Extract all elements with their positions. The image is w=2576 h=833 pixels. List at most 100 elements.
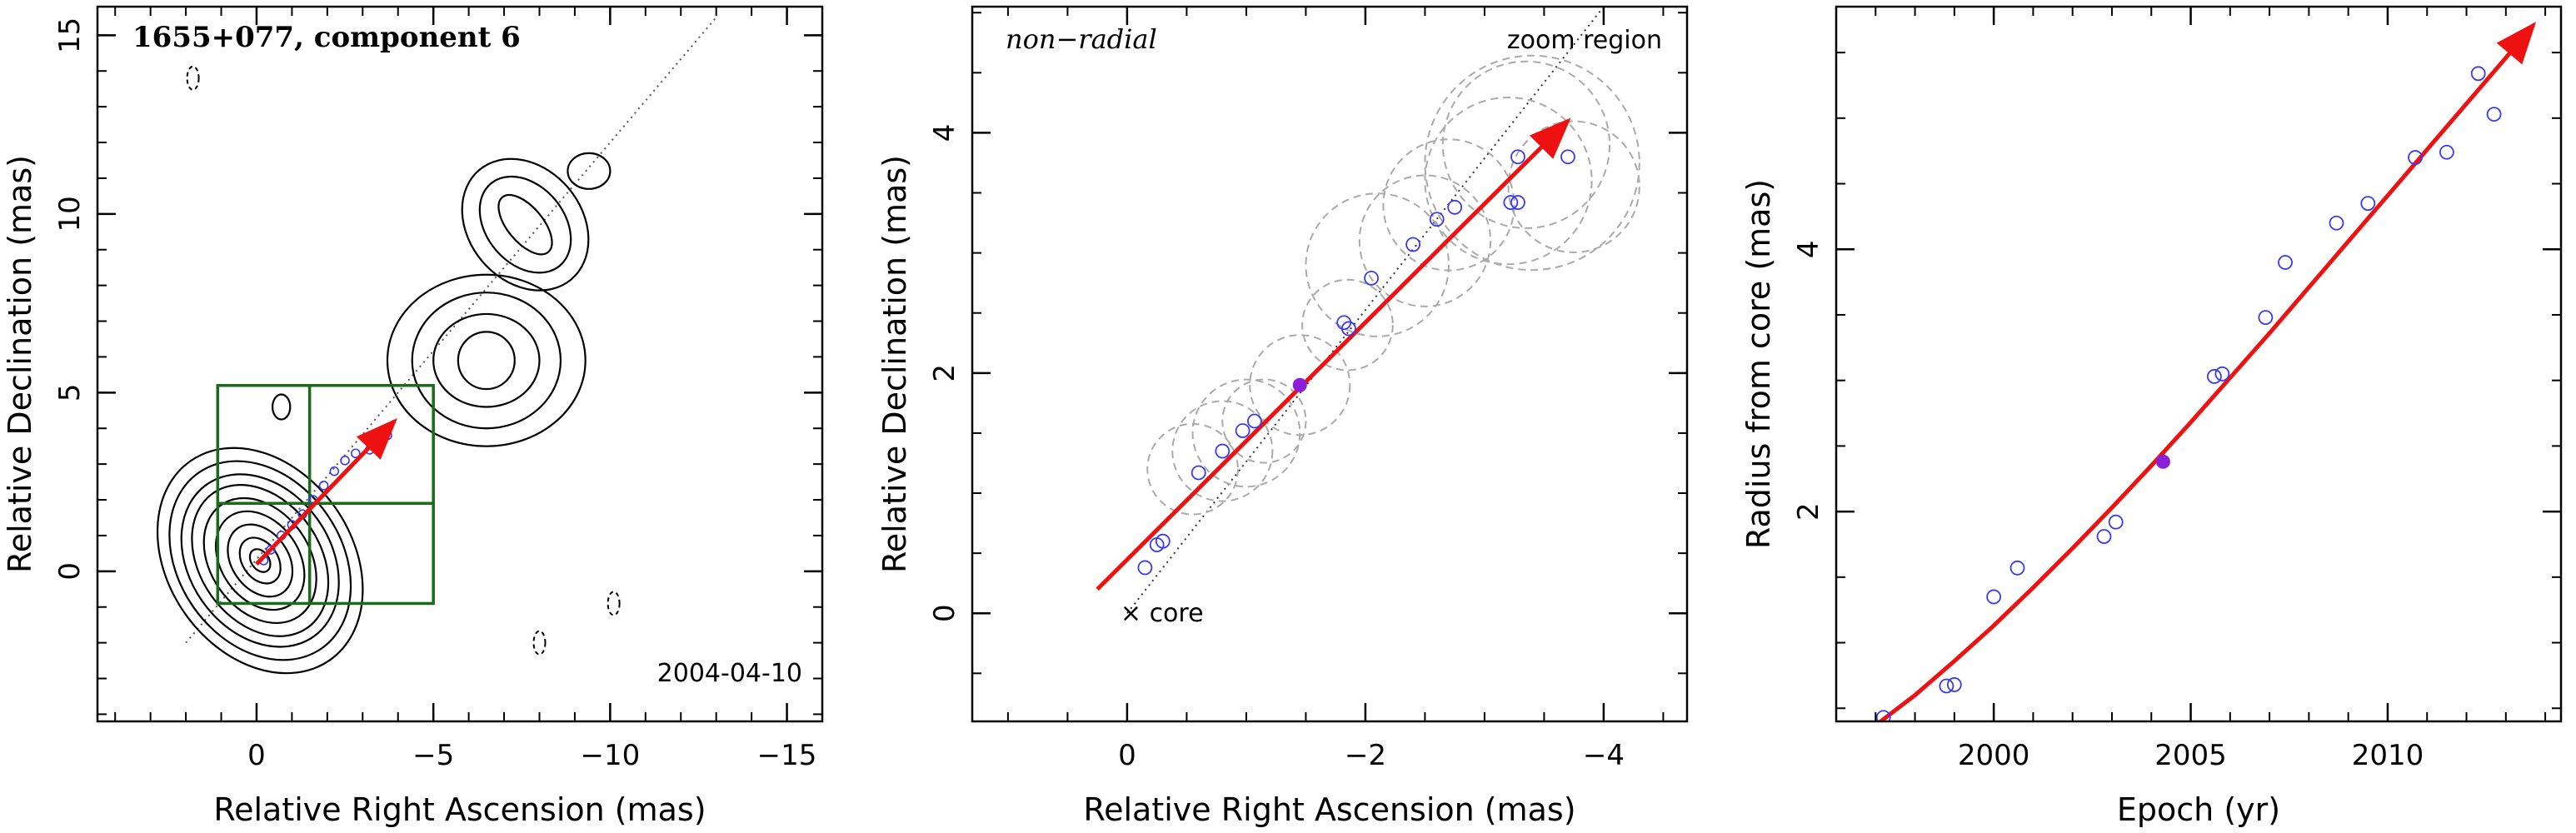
panel1-frame xyxy=(96,5,824,723)
fwhm-circle xyxy=(1221,378,1307,464)
component-point xyxy=(340,456,350,466)
epoch-point xyxy=(2408,150,2423,165)
epoch-point xyxy=(2096,529,2112,544)
velocity-arrow xyxy=(255,418,397,566)
jet-axis-line xyxy=(185,17,717,644)
panel2-ylabel: Relative Declination (mas) xyxy=(876,155,913,573)
contour-line xyxy=(168,460,352,661)
panel1-xlabel: Relative Right Ascension (mas) xyxy=(213,791,706,828)
epoch-point xyxy=(2258,310,2274,326)
component-point xyxy=(1155,533,1171,549)
fwhm-circle xyxy=(1441,60,1611,229)
panel2-frame xyxy=(971,5,1689,723)
epoch-point xyxy=(2207,369,2222,384)
panel2-title: non−radial xyxy=(1006,23,1157,55)
panel3-xtick-label: 2010 xyxy=(2352,739,2424,772)
fwhm-circle xyxy=(1171,400,1274,502)
negative-contour xyxy=(186,65,200,91)
panel3-frame xyxy=(1835,5,2563,723)
panel1-plot-area xyxy=(156,17,717,675)
contour-line xyxy=(202,496,317,625)
component-point xyxy=(1247,413,1262,429)
panel3-xtick-label: 2000 xyxy=(1958,739,2030,772)
panel1-ytick-label: 5 xyxy=(53,383,87,402)
panel3-plot-area xyxy=(1875,22,2537,721)
panel1-title: 1655+077, component 6 xyxy=(132,21,521,54)
component-point xyxy=(1215,443,1231,459)
component-point xyxy=(318,481,329,491)
component-point xyxy=(1364,270,1379,286)
panel2-xtick-label: −2 xyxy=(1345,739,1386,772)
fwhm-circle xyxy=(1305,192,1450,337)
epoch-point xyxy=(1875,710,1891,721)
fwhm-circle xyxy=(1424,96,1593,266)
highlight-point xyxy=(2155,454,2170,469)
component-point xyxy=(1510,149,1525,165)
epoch-point xyxy=(2278,255,2293,270)
epoch-point xyxy=(2360,196,2376,212)
panel1-date-label: 2004-04-10 xyxy=(657,659,802,688)
fwhm-circle xyxy=(1424,54,1640,272)
panel1-xtick-label: −15 xyxy=(757,739,817,772)
epoch-point xyxy=(1946,677,1962,692)
panel2-xtick-label: −4 xyxy=(1583,739,1625,772)
epoch-point xyxy=(2329,215,2344,231)
fwhm-circle xyxy=(1507,120,1640,253)
fwhm-circle xyxy=(1249,334,1351,436)
contour-line xyxy=(156,446,364,675)
panel3-ytick-label: 4 xyxy=(1792,240,1825,258)
jet-axis-line xyxy=(1126,7,1605,614)
panel1-xtick-label: −5 xyxy=(412,739,454,772)
panel1-ytick-label: 15 xyxy=(53,17,87,53)
panel1-ytick-label: 0 xyxy=(53,562,87,581)
contour-line xyxy=(386,273,587,447)
velocity-arrow xyxy=(1096,117,1571,591)
epoch-point xyxy=(2214,366,2230,382)
epoch-point xyxy=(2439,144,2454,160)
epoch-point xyxy=(1939,678,1954,694)
panel2-plot-area xyxy=(1096,7,1640,614)
epoch-point xyxy=(1986,589,2002,605)
panel1-xtick-label: −10 xyxy=(580,739,640,772)
panel3-xtick-label: 2005 xyxy=(2154,739,2227,772)
panel2-core-label: × core xyxy=(1121,599,1204,628)
fwhm-circle xyxy=(1358,174,1492,307)
highlight-point xyxy=(1292,377,1307,392)
panel3-ytick-label: 2 xyxy=(1792,502,1825,521)
panel2-zoom-label: zoom region xyxy=(1507,26,1662,55)
component-point xyxy=(1510,195,1525,210)
component-point xyxy=(1447,199,1463,215)
contour-line xyxy=(497,194,553,256)
fwhm-circle xyxy=(1191,378,1301,488)
panel1-ytick-label: 10 xyxy=(53,196,87,232)
component-point xyxy=(1429,212,1445,227)
component-point xyxy=(329,466,340,476)
panel2-ytick-label: 2 xyxy=(928,364,961,382)
contour-line xyxy=(227,523,294,598)
fwhm-circle xyxy=(1382,138,1515,272)
panel3-ylabel: Radius from core (mas) xyxy=(1740,179,1777,549)
panel3-xlabel: Epoch (yr) xyxy=(2117,791,2280,828)
contour-line xyxy=(457,331,516,391)
epoch-point xyxy=(2486,107,2502,122)
component-point xyxy=(1340,321,1356,337)
panel1-ylabel: Relative Declination (mas) xyxy=(2,155,38,573)
panel2-xlabel: Relative Right Ascension (mas) xyxy=(1083,791,1575,828)
component-point xyxy=(1235,423,1251,438)
epoch-point xyxy=(2470,66,2486,82)
contour-line xyxy=(478,175,572,274)
negative-contour xyxy=(607,591,621,616)
contour-line xyxy=(180,473,340,648)
contour-line xyxy=(411,292,562,430)
contour-line xyxy=(461,157,590,292)
panel1-xtick-label: 0 xyxy=(247,739,266,772)
component-point xyxy=(1503,195,1519,210)
zoom-grid-box xyxy=(216,383,435,606)
component-point xyxy=(1191,465,1206,481)
negative-contour xyxy=(532,630,547,656)
component-point xyxy=(1405,237,1420,252)
component-point xyxy=(1137,560,1153,576)
epoch-point xyxy=(2009,560,2025,576)
component-point xyxy=(266,545,276,555)
